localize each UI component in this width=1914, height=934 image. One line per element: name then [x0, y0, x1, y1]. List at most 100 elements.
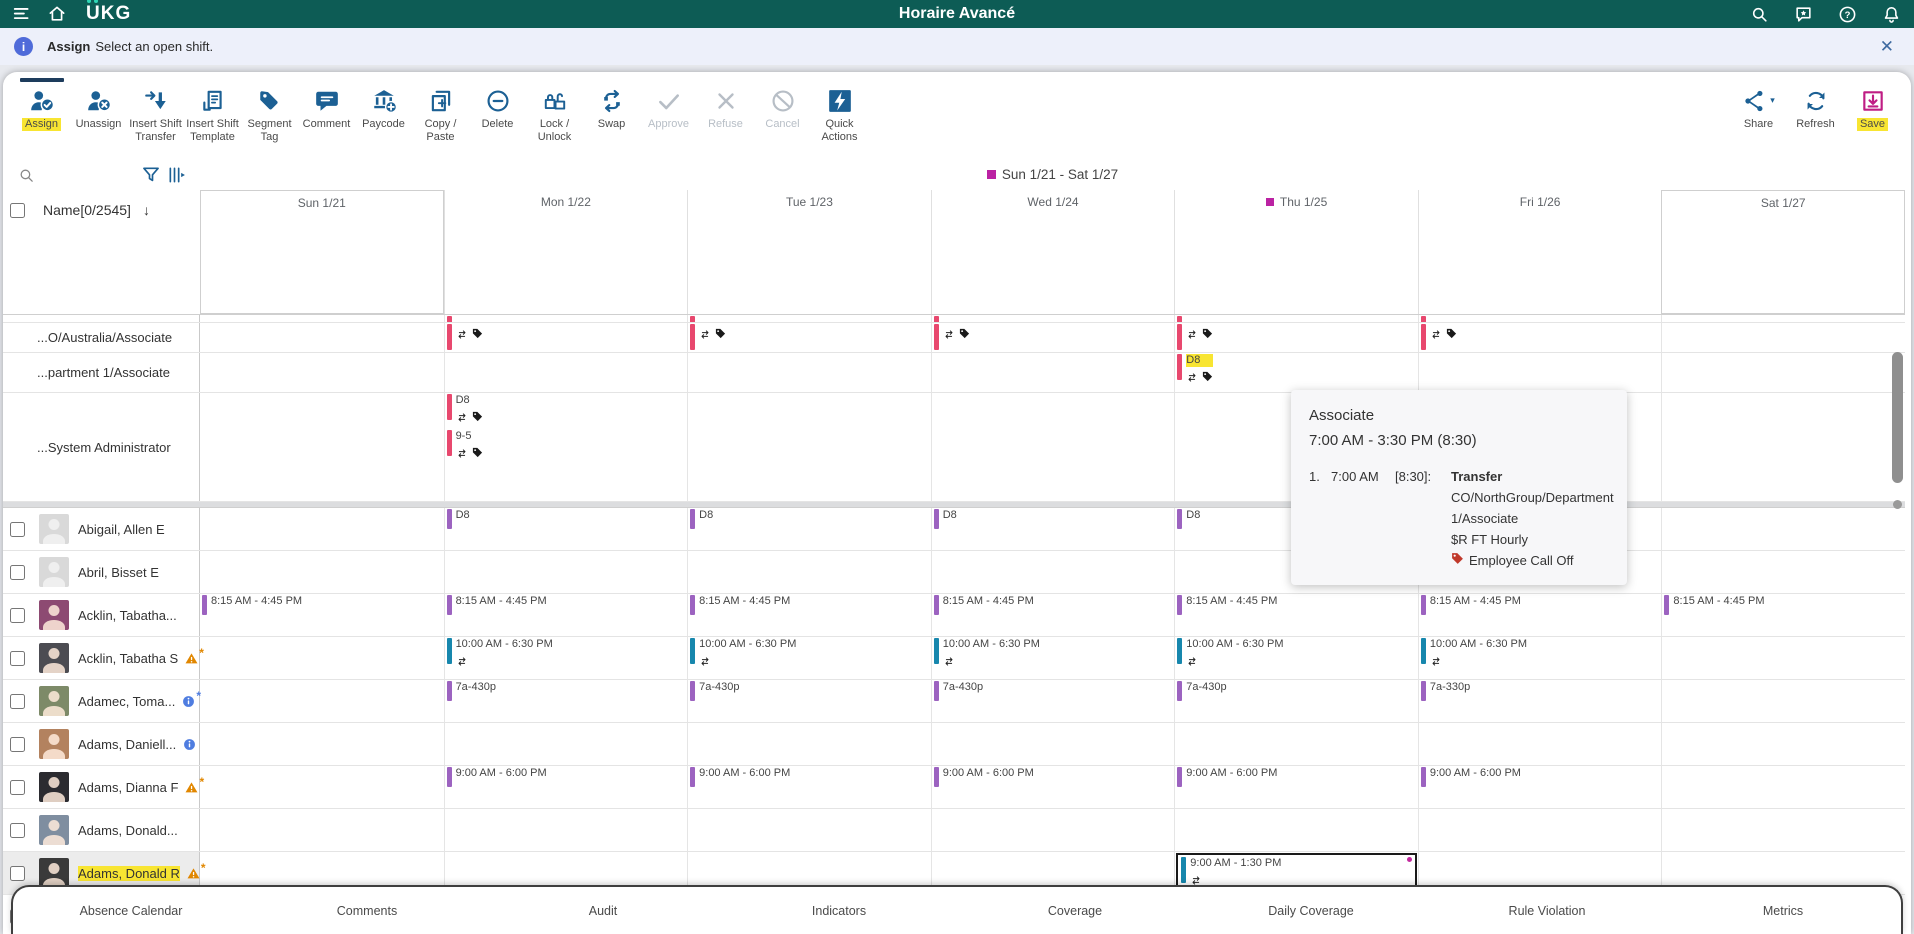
day-header-wed[interactable]: Wed 1/24 — [930, 190, 1175, 314]
shift-chip[interactable]: 7a-430p — [690, 681, 929, 701]
copy-paste-button[interactable]: Copy / Paste — [412, 78, 469, 158]
shift-chip[interactable]: 7a-430p — [1177, 681, 1416, 701]
schedule-cell-day6[interactable] — [1661, 809, 1905, 851]
shift-chip[interactable] — [1177, 324, 1416, 350]
shift-chip[interactable]: 8:15 AM - 4:45 PM — [933, 595, 1173, 615]
schedule-cell-day6[interactable]: 8:15 AM - 4:45 PM — [1661, 594, 1905, 636]
schedule-cell-day6[interactable] — [1661, 315, 1905, 322]
shift-chip[interactable]: 8:15 AM - 4:45 PM — [202, 595, 442, 615]
tab-absence-calendar[interactable]: Absence Calendar — [79, 903, 183, 918]
schedule-cell-day4[interactable]: D8 — [1174, 508, 1418, 550]
schedule-cell-day0[interactable] — [200, 680, 444, 722]
schedule-cell-day4[interactable]: 9:00 AM - 6:00 PM — [1174, 766, 1418, 808]
employee-checkbox[interactable] — [10, 822, 25, 838]
day-header-tue[interactable]: Tue 1/23 — [687, 190, 931, 314]
schedule-cell-day2[interactable] — [687, 393, 931, 501]
schedule-cell-day3[interactable]: D8 — [930, 508, 1175, 550]
schedule-cell-day2[interactable] — [687, 323, 931, 352]
schedule-cell-day4[interactable] — [1174, 393, 1418, 501]
shift-chip[interactable]: D8 — [446, 394, 686, 427]
schedule-cell-day6[interactable] — [1661, 766, 1905, 808]
search-icon[interactable] — [1746, 2, 1772, 26]
day-header-thu[interactable]: Thu 1/25 — [1174, 190, 1418, 314]
shift-chip[interactable]: 10:00 AM - 6:30 PM — [1420, 638, 1660, 671]
schedule-cell-day5[interactable]: 10:00 AM - 6:30 PM — [1417, 637, 1662, 679]
schedule-cell-day2[interactable]: D8 — [687, 508, 931, 550]
schedule-cell-day0[interactable] — [200, 637, 444, 679]
shift-chip[interactable]: 8:15 AM - 4:45 PM — [1420, 595, 1660, 615]
employee-search-icon[interactable] — [13, 167, 39, 184]
comment-button[interactable]: Comment — [298, 78, 355, 158]
shift-chip[interactable]: 7a-430p — [446, 681, 686, 701]
banner-close-icon[interactable]: ✕ — [1879, 36, 1894, 56]
shift-chip[interactable]: 9:00 AM - 6:00 PM — [933, 767, 1173, 787]
schedule-cell-day5[interactable]: 9:00 AM - 6:00 PM — [1417, 766, 1662, 808]
shift-chip[interactable]: 10:00 AM - 6:30 PM — [933, 638, 1173, 671]
schedule-cell-day5[interactable]: 7a-330p — [1417, 680, 1662, 722]
schedule-cell-day0[interactable] — [200, 551, 444, 593]
employee-checkbox[interactable] — [10, 564, 25, 580]
save-button[interactable]: Save — [1844, 78, 1901, 158]
unassign-button[interactable]: Unassign — [70, 78, 127, 158]
schedule-cell-day3[interactable] — [930, 393, 1175, 501]
shift-chip[interactable] — [690, 324, 929, 350]
employee-checkbox[interactable] — [10, 736, 25, 752]
shift-chip[interactable] — [1420, 324, 1660, 350]
schedule-cell-day1[interactable] — [443, 315, 688, 322]
schedule-cell-day6[interactable] — [1661, 551, 1905, 593]
schedule-cell-day2[interactable] — [687, 353, 931, 392]
schedule-cell-day6[interactable] — [1661, 680, 1905, 722]
quick-actions-button[interactable]: Quick Actions — [811, 78, 868, 158]
schedule-cell-day2[interactable] — [687, 809, 931, 851]
tab-daily-coverage[interactable]: Daily Coverage — [1268, 903, 1354, 918]
notifications-icon[interactable] — [1878, 2, 1904, 26]
schedule-cell-day6[interactable] — [1661, 723, 1905, 765]
shift-chip[interactable]: 9-5 — [446, 430, 686, 463]
schedule-cell-day3[interactable]: 7a-430p — [930, 680, 1175, 722]
schedule-cell-day0[interactable] — [200, 723, 444, 765]
schedule-cell-day0[interactable] — [200, 353, 444, 392]
schedule-cell-day1[interactable] — [443, 852, 688, 894]
schedule-cell-day5[interactable] — [1417, 323, 1662, 352]
info-icon[interactable]: * — [182, 690, 201, 708]
vertical-scrollbar-thumb[interactable] — [1892, 352, 1903, 483]
shift-chip[interactable]: 8:15 AM - 4:45 PM — [446, 595, 686, 615]
schedule-cell-day4[interactable]: 8:15 AM - 4:45 PM — [1174, 594, 1418, 636]
schedule-cell-day1[interactable]: 9:00 AM - 6:00 PM — [443, 766, 688, 808]
shift-chip[interactable]: 9:00 AM - 6:00 PM — [1177, 767, 1416, 787]
refresh-button[interactable]: Refresh — [1787, 78, 1844, 158]
lock-unlock-button[interactable]: Lock / Unlock — [526, 78, 583, 158]
schedule-cell-day4[interactable] — [1174, 723, 1418, 765]
shift-chip[interactable] — [446, 324, 686, 350]
shift-chip[interactable]: 10:00 AM - 6:30 PM — [690, 638, 929, 671]
schedule-cell-day3[interactable]: 8:15 AM - 4:45 PM — [930, 594, 1175, 636]
shift-chip[interactable]: 9:00 AM - 6:00 PM — [446, 767, 686, 787]
schedule-cell-day2[interactable] — [687, 852, 931, 894]
schedule-cell-day2[interactable]: 8:15 AM - 4:45 PM — [687, 594, 931, 636]
schedule-cell-day0[interactable] — [200, 508, 444, 550]
shift-chip[interactable]: 8:15 AM - 4:45 PM — [690, 595, 929, 615]
menu-icon[interactable] — [10, 2, 36, 26]
employee-checkbox[interactable] — [10, 779, 25, 795]
schedule-cell-day1[interactable]: 8:15 AM - 4:45 PM — [443, 594, 688, 636]
shift-chip[interactable]: 7a-330p — [1420, 681, 1660, 701]
shift-chip[interactable] — [1420, 316, 1660, 322]
shift-chip[interactable]: D8 — [1177, 509, 1416, 529]
shift-chip[interactable]: 10:00 AM - 6:30 PM — [1177, 638, 1416, 671]
schedule-cell-day6[interactable] — [1661, 323, 1905, 352]
shift-chip[interactable] — [1177, 316, 1416, 322]
column-options-icon[interactable] — [164, 165, 190, 185]
delete-button[interactable]: Delete — [469, 78, 526, 158]
schedule-cell-day1[interactable]: 10:00 AM - 6:30 PM — [443, 637, 688, 679]
schedule-cell-day3[interactable]: 9:00 AM - 6:00 PM — [930, 766, 1175, 808]
schedule-cell-day3[interactable] — [930, 315, 1175, 322]
tab-coverage[interactable]: Coverage — [1047, 903, 1103, 918]
insert-shift-template-button[interactable]: Insert Shift Template — [184, 78, 241, 158]
insert-shift-transfer-button[interactable]: Insert Shift Transfer — [127, 78, 184, 158]
scrollbar-dot[interactable] — [1893, 500, 1902, 509]
schedule-cell-day5[interactable] — [1417, 353, 1662, 392]
assign-button[interactable]: Assign — [13, 78, 70, 158]
schedule-cell-day6[interactable] — [1661, 353, 1905, 392]
schedule-cell-day3[interactable] — [930, 852, 1175, 894]
employee-checkbox[interactable] — [10, 865, 25, 881]
